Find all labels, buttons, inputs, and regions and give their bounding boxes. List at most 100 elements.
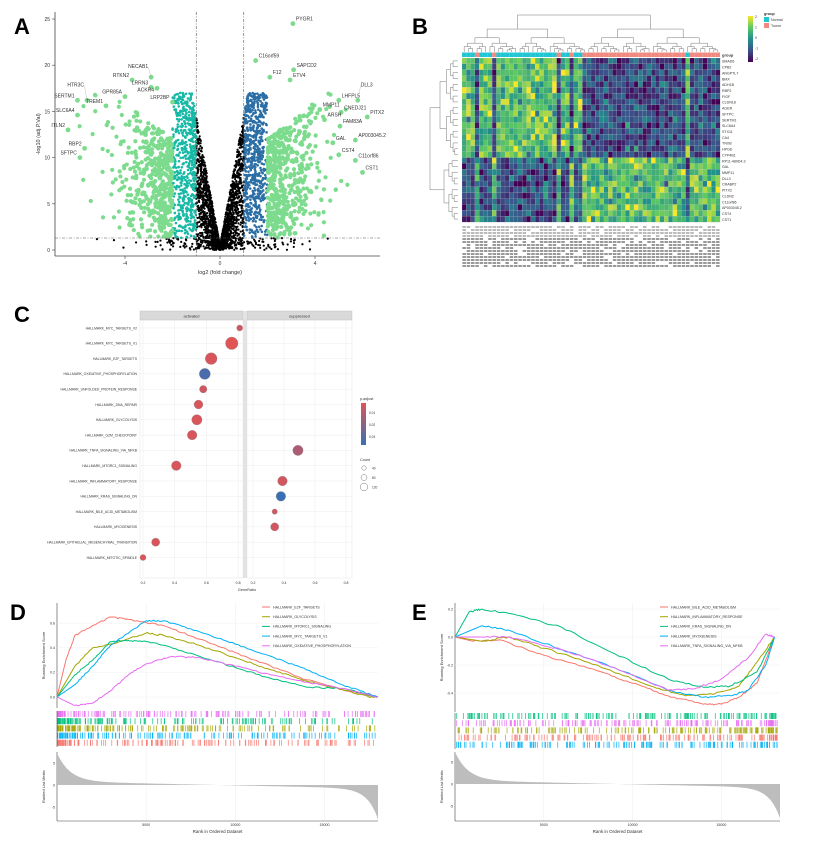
heatmap-cell — [685, 81, 691, 88]
volcano-point — [199, 172, 203, 175]
volcano-point — [308, 156, 313, 161]
volcano-point — [171, 240, 174, 243]
volcano-point — [134, 155, 139, 160]
heatmap-cell — [685, 63, 691, 70]
volcano-point — [196, 234, 199, 238]
volcano-point — [315, 165, 320, 170]
volcano-point — [196, 122, 199, 125]
volcano-point — [190, 245, 193, 248]
volcano-point — [232, 234, 235, 238]
heatmap-cell — [517, 63, 523, 70]
heatmap-cell — [474, 75, 480, 82]
group-annotation-cell — [659, 52, 665, 57]
volcano-point — [237, 172, 240, 175]
heatmap-cell — [535, 57, 540, 65]
gene-label: DLL3 — [361, 82, 373, 88]
group-annotation-cell — [642, 52, 647, 57]
volcano-point — [293, 121, 298, 126]
volcano-point — [129, 150, 134, 155]
column-dendrogram-branch — [687, 46, 695, 52]
heatmap-cell — [664, 75, 669, 82]
volcano-point — [249, 202, 253, 205]
heatmap-cell — [500, 75, 506, 82]
volcano-point — [185, 160, 188, 164]
heatmap-cell — [586, 104, 592, 111]
volcano-point — [257, 120, 261, 124]
volcano-point — [177, 95, 181, 98]
heatmap-cell — [526, 104, 531, 111]
volcano-point — [185, 143, 189, 147]
volcano-point — [158, 136, 164, 141]
volcano-point — [172, 133, 175, 136]
group-annotation-cell — [707, 52, 712, 57]
volcano-point — [200, 147, 203, 150]
heatmap-cell — [578, 57, 583, 65]
volcano-point — [312, 210, 317, 215]
heatmap-cell — [517, 57, 523, 65]
volcano-point — [196, 216, 199, 220]
heatmap-cell — [621, 104, 626, 111]
volcano-point — [176, 203, 180, 207]
heatmap-cell — [560, 63, 566, 70]
heatmap-cell — [616, 87, 622, 94]
volcano-point — [110, 180, 115, 185]
volcano-point — [189, 248, 192, 251]
heatmap-cell — [646, 63, 652, 70]
volcano-point — [134, 241, 138, 244]
volcano-point — [255, 156, 259, 159]
volcano-point — [198, 215, 201, 218]
group-annotation-cell — [543, 52, 548, 57]
heatmap-cell — [659, 69, 665, 76]
volcano-point — [125, 193, 130, 198]
volcano-point — [165, 136, 170, 141]
heatmap-cell — [664, 81, 669, 88]
volcano-point — [251, 178, 255, 182]
heatmap-cell — [655, 69, 660, 76]
volcano-point — [203, 210, 206, 214]
heatmap-cell — [500, 110, 506, 117]
volcano-point — [247, 93, 250, 96]
volcano-point — [168, 148, 173, 153]
volcano-point — [194, 136, 198, 139]
row-dendrogram-branch — [439, 81, 447, 129]
volcano-point — [261, 171, 264, 175]
volcano-point — [163, 141, 168, 147]
heatmap-cell — [655, 104, 660, 111]
volcano-point — [246, 181, 250, 185]
heatmap-cell — [487, 63, 493, 70]
volcano-point — [261, 238, 264, 241]
volcano-point — [259, 152, 262, 156]
volcano-point — [299, 140, 304, 145]
heatmap-cell — [616, 104, 622, 111]
volcano-point — [179, 245, 182, 248]
volcano-point — [260, 137, 263, 141]
volcano-point — [205, 194, 208, 197]
heatmap-cell — [513, 69, 519, 76]
volcano-point — [278, 188, 283, 193]
volcano-point — [182, 172, 185, 176]
volcano-point — [262, 98, 266, 101]
volcano-point — [128, 217, 133, 223]
volcano-point — [268, 159, 273, 164]
heatmap-cell — [590, 63, 596, 70]
group-annotation-cell — [573, 52, 579, 57]
volcano-point — [237, 151, 240, 154]
group-annotation-cell — [509, 52, 514, 57]
volcano-point — [93, 109, 98, 114]
column-dendrogram-branch — [590, 46, 598, 52]
volcano-point — [182, 95, 186, 98]
heatmap-cell — [685, 87, 691, 94]
row-dendrogram-branch — [448, 163, 453, 177]
volcano-point — [272, 232, 277, 237]
heatmap-cell — [504, 57, 510, 65]
volcano-point — [301, 243, 304, 246]
volcano-point — [132, 169, 138, 174]
volcano-point — [213, 230, 216, 233]
heatmap-cell — [603, 63, 609, 70]
volcano-point — [230, 224, 233, 227]
volcano-point — [205, 222, 208, 225]
volcano-point — [252, 182, 255, 185]
volcano-point — [210, 238, 214, 241]
heatmap-cell — [504, 69, 510, 76]
heatmap-cell — [547, 104, 553, 111]
